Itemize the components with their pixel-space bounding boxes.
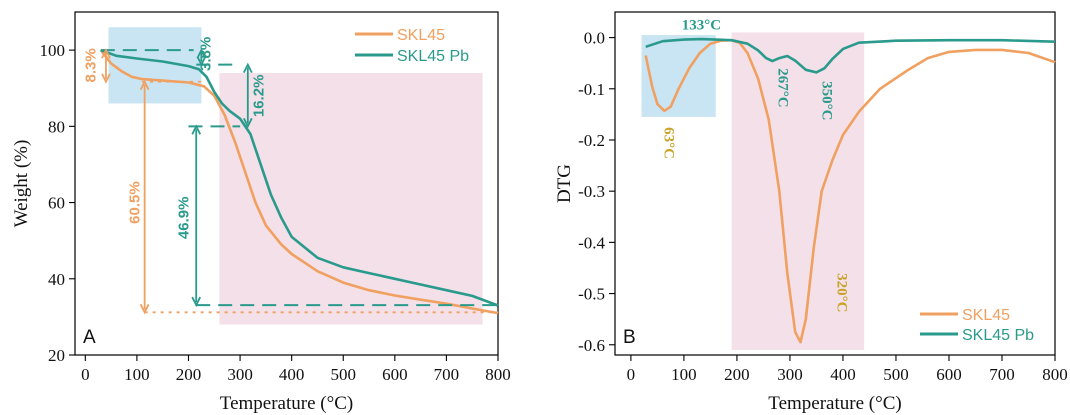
weight-loss-label: 60.5%	[126, 181, 143, 224]
y-tick-label: 20	[48, 346, 65, 365]
legend-label: SKL45	[397, 27, 445, 44]
peak-temperature-label: 350°C	[818, 81, 834, 120]
weight-loss-label: 46.9%	[175, 197, 192, 240]
arrow-head	[243, 117, 253, 129]
weight-loss-label: 3.8%	[198, 37, 215, 71]
x-tick-label: 500	[883, 365, 909, 384]
x-tick-label: 700	[434, 365, 460, 384]
y-tick-label: 100	[40, 41, 66, 60]
x-tick-label: 400	[830, 365, 856, 384]
peak-temperature-label: 267°C	[774, 68, 790, 107]
arrow-head	[139, 303, 150, 315]
y-tick-label: 60	[48, 194, 65, 213]
legend-label: SKL45 Pb	[962, 327, 1034, 344]
peak-temperature-label: 133°C	[682, 17, 721, 33]
panel-b: 0 100 200 300 400 500 600 700 800 0.0 -0.1 -0.2 -0.3…	[554, 11, 1068, 414]
x-tick-label: 0	[627, 365, 636, 384]
y-tick-label: 40	[48, 270, 65, 289]
weight-loss-label: 8.3%	[83, 48, 100, 82]
plot-frame	[614, 11, 1056, 356]
y-tick-label: -0.2	[578, 131, 605, 150]
x-tick-label: 0	[81, 365, 90, 384]
y-tick-label: -0.1	[578, 80, 605, 99]
series-line-skl45-pb	[645, 37, 1056, 74]
peak-temperature-label: 320°C	[834, 273, 850, 312]
arrow-head	[196, 48, 207, 59]
panel-a: 0 100 200 300 400 500 600 700 800 20 40 60 80 100 Temp…	[11, 11, 511, 414]
panel-letter: A	[83, 327, 96, 348]
series-line-skl45-pb	[100, 48, 499, 307]
x-tick-label: 500	[330, 365, 356, 384]
weight-loss-label: 16.2%	[250, 75, 267, 118]
series-line-skl45	[99, 49, 499, 315]
arrow-head	[101, 73, 111, 84]
arrow-head	[243, 62, 253, 73]
arrow-head	[196, 56, 207, 67]
x-tick-label: 400	[279, 365, 305, 384]
y-tick-label: -0.5	[578, 285, 605, 304]
x-axis-title: Temperature (°C)	[220, 393, 353, 414]
series-line-skl45	[644, 38, 1056, 344]
pink-region	[731, 32, 865, 350]
x-tick-label: 700	[989, 365, 1015, 384]
y-axis-title: Weight (%)	[11, 140, 32, 228]
legend: SKL45 SKL45 Pb	[920, 307, 1034, 344]
y-tick-label: -0.4	[578, 233, 605, 252]
x-tick-label: 600	[936, 365, 962, 384]
x-tick-label: 300	[227, 365, 253, 384]
x-tick-label: 800	[1042, 365, 1068, 384]
arrow-head	[101, 48, 111, 59]
y-axis-title: DTG	[554, 164, 575, 203]
x-tick-label: 100	[124, 365, 150, 384]
x-tick-label: 200	[724, 365, 750, 384]
peak-temperature-label: 63°C	[660, 127, 676, 159]
legend-label: SKL45	[962, 307, 1010, 324]
x-tick-label: 100	[671, 365, 697, 384]
y-tick-label: 80	[48, 117, 65, 136]
plot-frame	[74, 11, 499, 356]
panel-letter: B	[623, 327, 636, 348]
arrow-head	[191, 296, 202, 308]
y-tick-label: -0.6	[578, 336, 605, 355]
arrow-head	[139, 79, 150, 91]
legend-label: SKL45 Pb	[397, 48, 469, 65]
pink-region	[219, 72, 483, 325]
arrow-head	[191, 124, 202, 135]
x-tick-label: 600	[382, 365, 408, 384]
y-tick-label: -0.3	[578, 182, 605, 201]
x-tick-label: 800	[485, 365, 511, 384]
x-tick-label: 300	[777, 365, 803, 384]
x-axis-title: Temperature (°C)	[768, 393, 901, 414]
legend: SKL45 SKL45 Pb	[355, 27, 469, 65]
y-tick-label: 0.0	[584, 29, 605, 48]
x-tick-label: 200	[176, 365, 202, 384]
